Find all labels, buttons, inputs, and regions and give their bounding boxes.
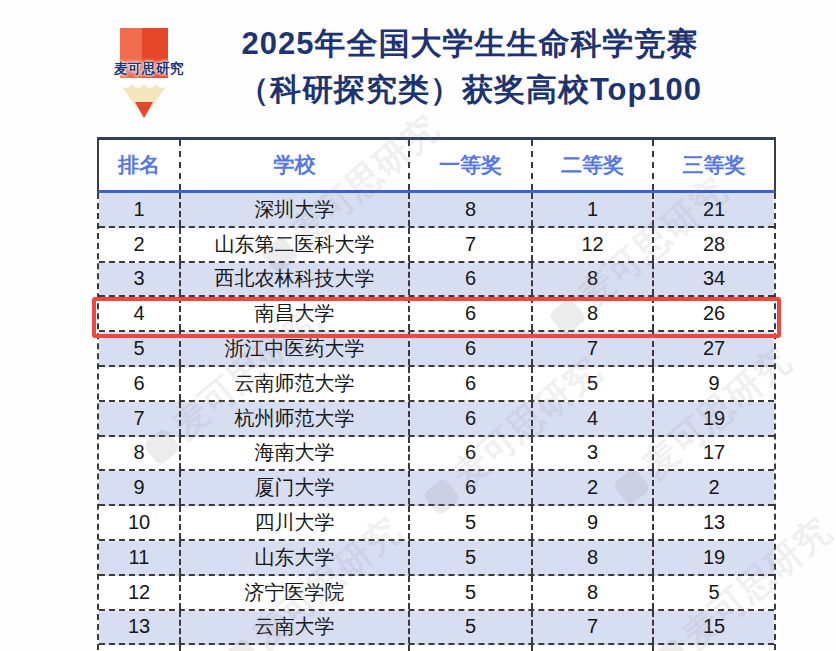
school-cell — [181, 645, 410, 651]
first-prize-cell — [410, 645, 533, 651]
school-cell: 山东第二医科大学 — [181, 228, 410, 261]
rank-cell: 4 — [99, 297, 181, 330]
table-row: 3 西北农林科技大学 6 8 34 — [99, 263, 774, 298]
page-title-line1: 2025年全国大学生生命科学竞赛 — [150, 21, 790, 67]
table-row-partial — [99, 645, 774, 651]
third-prize-cell: 19 — [654, 541, 774, 574]
second-prize-cell: 2 — [533, 471, 654, 504]
third-prize-cell — [654, 645, 774, 651]
school-cell: 四川大学 — [181, 506, 410, 539]
school-cell: 海南大学 — [181, 437, 410, 470]
header-cell-3: 二等奖 — [533, 140, 654, 190]
third-prize-cell: 26 — [654, 297, 774, 330]
table-row: 8 海南大学 6 3 17 — [99, 437, 774, 472]
school-cell: 南昌大学 — [181, 297, 410, 330]
table-row: 5 浙江中医药大学 6 7 27 — [99, 332, 774, 367]
third-prize-cell: 5 — [654, 576, 774, 609]
first-prize-cell: 6 — [410, 437, 533, 470]
third-prize-cell: 28 — [654, 228, 774, 261]
school-cell: 云南师范大学 — [181, 367, 410, 400]
page-title: 2025年全国大学生生命科学竞赛 （科研探究类）获奖高校Top100 — [150, 21, 790, 113]
first-prize-cell: 5 — [410, 576, 533, 609]
rank-cell: 8 — [99, 437, 181, 470]
table-row: 12 济宁医学院 5 8 5 — [99, 576, 774, 611]
school-cell: 山东大学 — [181, 541, 410, 574]
header-cell-1: 学校 — [181, 140, 410, 190]
first-prize-cell: 6 — [410, 332, 533, 365]
third-prize-cell: 27 — [654, 332, 774, 365]
first-prize-cell: 5 — [410, 506, 533, 539]
third-prize-cell: 13 — [654, 506, 774, 539]
second-prize-cell — [533, 645, 654, 651]
second-prize-cell: 9 — [533, 506, 654, 539]
table-row: 2 山东第二医科大学 7 12 28 — [99, 228, 774, 263]
first-prize-cell: 6 — [410, 263, 533, 296]
second-prize-cell: 8 — [533, 297, 654, 330]
school-cell: 云南大学 — [181, 611, 410, 644]
second-prize-cell: 5 — [533, 367, 654, 400]
header-cell-0: 排名 — [99, 140, 181, 190]
first-prize-cell: 6 — [410, 471, 533, 504]
second-prize-cell: 4 — [533, 402, 654, 435]
second-prize-cell: 8 — [533, 263, 654, 296]
school-cell: 深圳大学 — [181, 193, 410, 226]
third-prize-cell: 2 — [654, 471, 774, 504]
rank-cell: 11 — [99, 541, 181, 574]
second-prize-cell: 1 — [533, 193, 654, 226]
second-prize-cell: 8 — [533, 541, 654, 574]
third-prize-cell: 19 — [654, 402, 774, 435]
second-prize-cell: 12 — [533, 228, 654, 261]
first-prize-cell: 5 — [410, 611, 533, 644]
rank-cell: 6 — [99, 367, 181, 400]
table-row: 9 厦门大学 6 2 2 — [99, 471, 774, 506]
table-row: 11 山东大学 5 8 19 — [99, 541, 774, 576]
first-prize-cell: 6 — [410, 297, 533, 330]
rank-cell: 1 — [99, 193, 181, 226]
first-prize-cell: 8 — [410, 193, 533, 226]
table-body: 1 深圳大学 8 1 21 2 山东第二医科大学 7 12 28 3 西北农林科… — [97, 193, 776, 651]
third-prize-cell: 17 — [654, 437, 774, 470]
third-prize-cell: 34 — [654, 263, 774, 296]
rank-cell: 13 — [99, 611, 181, 644]
third-prize-cell: 21 — [654, 193, 774, 226]
table-row: 7 杭州师范大学 6 4 19 — [99, 402, 774, 437]
rank-cell: 9 — [99, 471, 181, 504]
school-cell: 杭州师范大学 — [181, 402, 410, 435]
rank-cell: 10 — [99, 506, 181, 539]
rank-cell: 7 — [99, 402, 181, 435]
table-row: 1 深圳大学 8 1 21 — [99, 193, 774, 228]
table-row: 10 四川大学 5 9 13 — [99, 506, 774, 541]
second-prize-cell: 7 — [533, 332, 654, 365]
rank-cell: 2 — [99, 228, 181, 261]
header-cell-2: 一等奖 — [410, 140, 533, 190]
ranking-table: 排名学校一等奖二等奖三等奖 1 深圳大学 8 1 21 2 山东第二医科大学 7… — [97, 137, 776, 651]
school-cell: 济宁医学院 — [181, 576, 410, 609]
school-cell: 西北农林科技大学 — [181, 263, 410, 296]
first-prize-cell: 7 — [410, 228, 533, 261]
table-row: 4 南昌大学 6 8 26 — [99, 297, 774, 332]
table-row: 13 云南大学 5 7 15 — [99, 611, 774, 646]
first-prize-cell: 5 — [410, 541, 533, 574]
second-prize-cell: 3 — [533, 437, 654, 470]
table-row: 6 云南师范大学 6 5 9 — [99, 367, 774, 402]
table-header-row: 排名学校一等奖二等奖三等奖 — [97, 140, 776, 193]
third-prize-cell: 9 — [654, 367, 774, 400]
header-cell-4: 三等奖 — [654, 140, 774, 190]
first-prize-cell: 6 — [410, 402, 533, 435]
school-cell: 厦门大学 — [181, 471, 410, 504]
rank-cell: 5 — [99, 332, 181, 365]
page-title-line2: （科研探究类）获奖高校Top100 — [150, 67, 790, 113]
second-prize-cell: 8 — [533, 576, 654, 609]
rank-cell: 3 — [99, 263, 181, 296]
rank-cell: 12 — [99, 576, 181, 609]
school-cell: 浙江中医药大学 — [181, 332, 410, 365]
third-prize-cell: 15 — [654, 611, 774, 644]
second-prize-cell: 7 — [533, 611, 654, 644]
rank-cell — [99, 645, 181, 651]
first-prize-cell: 6 — [410, 367, 533, 400]
